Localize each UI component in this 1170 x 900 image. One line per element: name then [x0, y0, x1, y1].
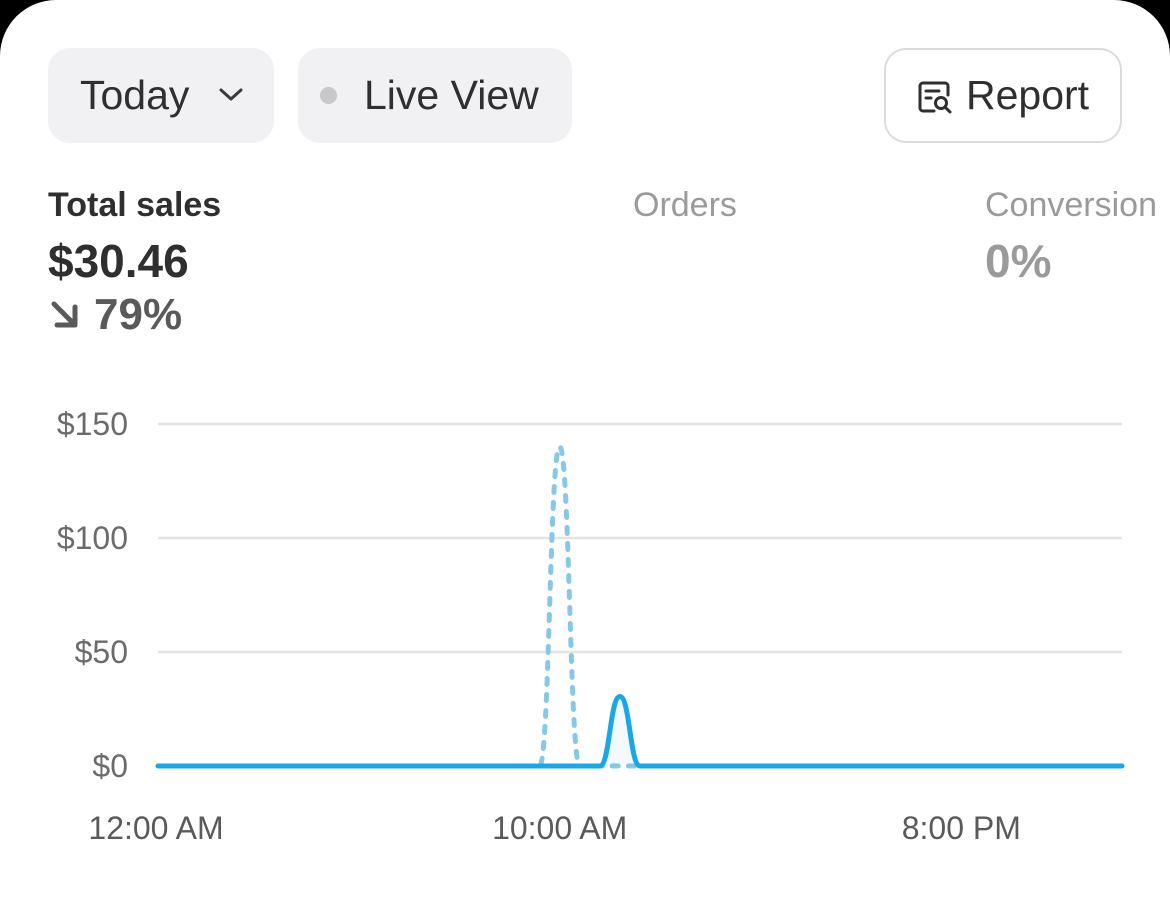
comparison-series-line	[155, 444, 1125, 769]
report-button[interactable]: Report	[884, 48, 1122, 143]
x-tick-label: 10:00 AM	[492, 810, 627, 846]
metric-tab-orders[interactable]: Orders	[633, 186, 737, 224]
report-search-icon	[918, 81, 952, 114]
total-sales-change-value: 79%	[94, 290, 183, 339]
conversion-value: 0%	[985, 235, 1052, 287]
chevron-down-icon	[219, 88, 243, 101]
arrow-down-right-icon	[51, 301, 78, 328]
total-sales-value: $30.46	[48, 235, 189, 287]
date-range-label: Today	[80, 72, 190, 118]
sales-series-area	[158, 696, 1122, 766]
x-tick-label: 8:00 PM	[902, 810, 1021, 846]
total-sales-change: 79%	[48, 290, 182, 340]
y-tick-label: $50	[75, 634, 128, 670]
live-status-dot-icon	[320, 87, 337, 104]
sales-series-line	[155, 694, 1125, 769]
metric-tab-total-sales[interactable]: Total sales	[48, 186, 222, 224]
sales-line-chart: $0 $50 $100 $150 12:00 AM 10:00 AM 8:00 PM	[57, 406, 1125, 846]
live-view-label: Live View	[364, 72, 539, 118]
y-tick-label: $100	[57, 520, 128, 556]
x-tick-label: 12:00 AM	[88, 810, 223, 846]
live-view-button[interactable]: Live View	[298, 48, 572, 143]
report-label: Report	[966, 72, 1090, 118]
date-range-dropdown[interactable]: Today	[48, 48, 274, 143]
y-tick-label: $150	[57, 406, 128, 442]
y-tick-label: $0	[92, 748, 128, 784]
metric-tab-conversion[interactable]: Conversion	[985, 186, 1157, 224]
